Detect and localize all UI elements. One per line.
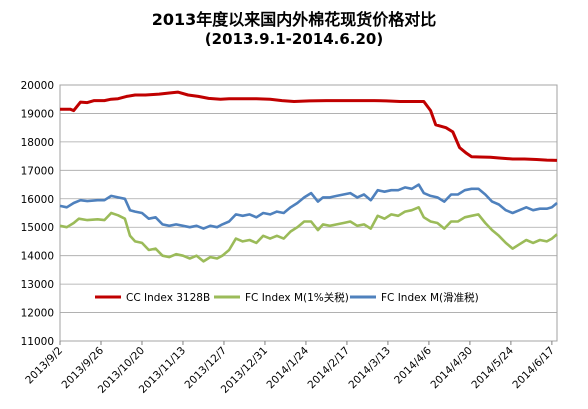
y-tick-label-20000: 20000	[21, 80, 54, 92]
y-axis: 11000 12000 13000 14000 15000 16000 17000 18000…	[21, 80, 54, 348]
x-tick-label: 2014/4/30	[428, 345, 475, 392]
series-line-2	[59, 183, 558, 230]
legend-label-1: FC Index M(1%关税)	[245, 291, 349, 304]
x-tick-label: 2014/2/17	[305, 345, 352, 392]
x-tick-label: 2014/6/17	[510, 345, 557, 392]
x-tick-label: 2013/9/2	[23, 345, 65, 387]
y-tick-label-11000: 11000	[21, 336, 54, 348]
y-tick-label-18000: 18000	[21, 137, 54, 149]
x-tick-label: 2014/1/24	[265, 344, 312, 391]
y-tick-label-19000: 19000	[21, 108, 54, 120]
chart-subtitle: (2013.9.1-2014.6.20)	[204, 30, 384, 48]
y-tick-label-14000: 14000	[21, 251, 54, 263]
series-line-0	[60, 90, 558, 162]
legend: CC Index 3128B FC Index M(1%关税) FC Index M…	[95, 291, 479, 304]
legend-label-0: CC Index 3128B	[126, 292, 210, 304]
y-tick-label-15000: 15000	[21, 222, 54, 234]
grid-layer	[59, 84, 558, 342]
x-tick-label: 2014/4/6	[392, 344, 434, 386]
series-layer	[59, 90, 558, 263]
x-tick-label: 2014/3/13	[346, 345, 393, 392]
y-tick-label-16000: 16000	[21, 194, 54, 206]
series-line-1	[59, 206, 558, 263]
y-tick-label-17000: 17000	[21, 165, 54, 177]
y-tick-label-12000: 12000	[21, 308, 54, 320]
legend-label-2: FC Index M(滑准税)	[381, 291, 479, 304]
y-tick-label-13000: 13000	[21, 279, 54, 291]
x-axis: 2013/9/22013/9/262013/10/202013/11/13201…	[23, 341, 557, 396]
chart-title: 2013年度以来国内外棉花现货价格对比	[151, 10, 437, 29]
x-tick-label: 2014/5/24	[469, 344, 516, 391]
